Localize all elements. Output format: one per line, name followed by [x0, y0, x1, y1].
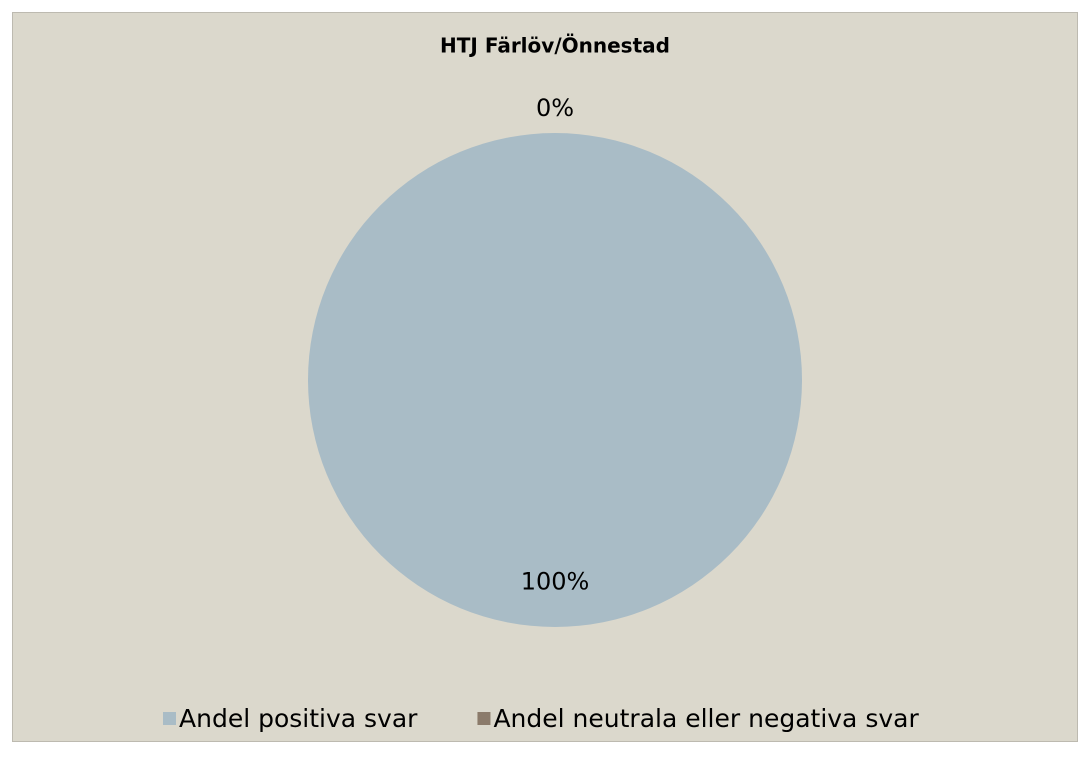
legend-label: Andel positiva svar [179, 704, 418, 733]
pie-slice [308, 133, 802, 627]
data-label: 100% [521, 568, 590, 596]
legend-swatch [477, 712, 491, 725]
legend-label: Andel neutrala eller negativa svar [493, 704, 919, 733]
chart-title: HTJ Färlöv/Önnestad [440, 34, 670, 58]
data-label: 0% [536, 94, 574, 122]
legend-swatch [163, 712, 176, 725]
